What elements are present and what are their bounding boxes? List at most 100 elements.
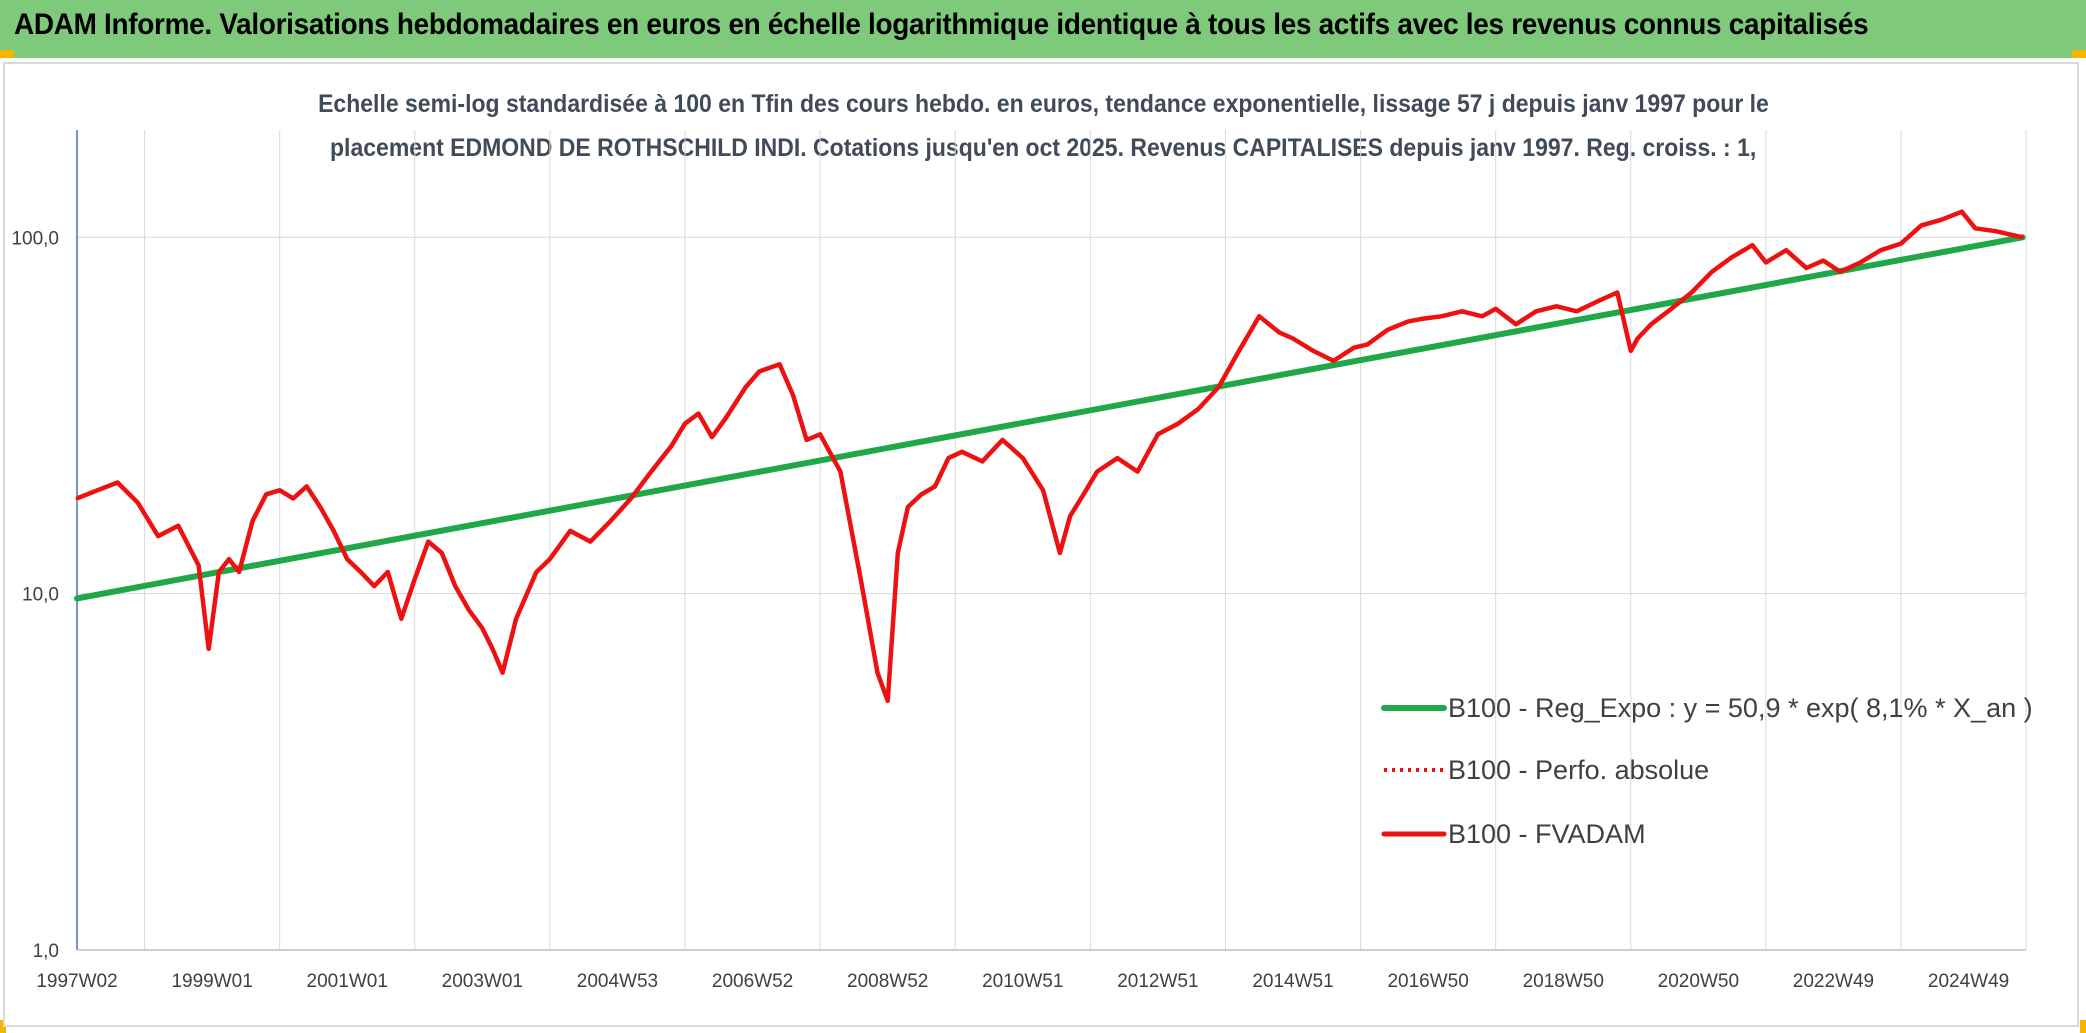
fvadam-point: [305, 484, 309, 488]
fvadam-point: [1669, 307, 1673, 311]
fvadam-point: [291, 496, 295, 500]
fvadam-point: [1750, 243, 1754, 247]
fvadam-point: [1196, 407, 1200, 411]
fvadam-point: [960, 450, 964, 454]
fvadam-point: [1257, 314, 1261, 318]
fvadam-point: [1784, 248, 1788, 252]
fvadam-point: [609, 519, 613, 523]
fvadam-point: [176, 524, 180, 528]
fvadam-point: [1804, 266, 1808, 270]
fvadam-point: [1021, 456, 1025, 460]
fvadam-point: [399, 617, 403, 621]
fvadam-point: [859, 577, 863, 581]
fvadam-point: [1879, 248, 1883, 252]
corner-mark-bottom-right: [2080, 1020, 2086, 1033]
fvadam-point: [920, 492, 923, 496]
fvadam-point: [1311, 349, 1315, 353]
fvadam-point: [359, 570, 363, 574]
fvadam-point: [757, 370, 761, 373]
fvadam-point: [778, 362, 782, 366]
x-tick-label: 2010W51: [982, 971, 1063, 992]
fvadam-point: [227, 557, 231, 561]
y-tick-label: 10,0: [22, 585, 59, 606]
fvadam-point: [467, 608, 471, 612]
fvadam-point: [1960, 210, 1964, 214]
title-banner: ADAM Informe. Valorisations hebdomadaire…: [0, 0, 2086, 58]
fvadam-point: [1136, 470, 1140, 474]
x-tick-label: 2020W50: [1658, 971, 1739, 992]
y-tick-label: 100,0: [11, 228, 59, 249]
fvadam-point: [1710, 270, 1714, 274]
fvadam-point: [1821, 259, 1825, 263]
fvadam-point: [1629, 349, 1633, 353]
fvadam-point: [1636, 337, 1640, 340]
fvadam-point: [426, 540, 430, 544]
x-tick-label: 2004W53: [577, 971, 658, 992]
fvadam-point: [1156, 432, 1160, 436]
fvadam-point: [724, 417, 727, 420]
fvadam-point: [1494, 307, 1498, 311]
fvadam-point: [1690, 291, 1694, 294]
fvadam-point: [332, 529, 336, 533]
fvadam-point: [453, 584, 457, 588]
fvadam-point: [534, 570, 538, 574]
fvadam-point: [818, 432, 822, 436]
fvadam-point: [629, 496, 633, 500]
fvadam-point: [1859, 260, 1862, 264]
chart-subtitle-line2: placement EDMOND DE ROTHSCHILD INDI. Cot…: [0, 134, 2086, 163]
fvadam-point: [1555, 304, 1558, 308]
fvadam-point: [1332, 359, 1335, 363]
x-tick-label: 2003W01: [442, 971, 523, 992]
series-layer: [74, 209, 2026, 704]
fvadam-point: [1278, 331, 1281, 335]
fvadam-point: [1994, 229, 1998, 233]
fvadam-point: [1899, 242, 1903, 246]
legend-item-trend-label: B100 - Reg_Expo : y = 50,9 * exp( 8,1% *…: [1448, 693, 2033, 723]
fvadam-point: [372, 584, 376, 588]
fvadam-point: [1058, 551, 1062, 555]
fvadam-point: [1764, 260, 1768, 264]
fvadam-point: [933, 484, 937, 488]
fvadam-point: [1575, 309, 1579, 313]
fvadam-point: [896, 551, 900, 555]
fvadam-point: [697, 412, 700, 416]
fvadam-point: [838, 470, 842, 474]
fvadam-point: [491, 647, 494, 651]
fvadam-point: [1419, 317, 1423, 321]
x-tick-label: 2018W50: [1523, 971, 1604, 992]
fvadam-point: [237, 570, 241, 574]
fvadam-point: [876, 671, 879, 675]
fvadam-point: [1365, 343, 1369, 347]
x-tick-label: 2024W49: [1928, 971, 2009, 992]
fvadam-point: [1480, 314, 1484, 318]
axis-layer: 1,0 10,0 100,0 1997W02 1999W01 2001W01 2003W01…: [11, 130, 2026, 992]
fvadam-point: [568, 529, 572, 533]
report-title: ADAM Informe. Valorisations hebdomadaire…: [14, 8, 1869, 41]
fvadam-point: [95, 488, 99, 492]
chart-frame: [3, 62, 2079, 1027]
fvadam-point: [1730, 255, 1734, 259]
fvadam-point: [318, 505, 322, 509]
fvadam-point: [207, 647, 211, 651]
fvadam-point: [1406, 320, 1410, 324]
fvadam-point: [683, 422, 687, 426]
fvadam-point: [1595, 300, 1599, 304]
fvadam-point: [1352, 346, 1356, 350]
chart-subtitle-line1-text: Echelle semi-log standardisée à 100 en T…: [317, 90, 1769, 118]
fvadam-point: [980, 459, 984, 463]
fvadam-point: [116, 481, 119, 484]
fvadam-point: [1534, 309, 1538, 313]
x-tick-label: 1999W01: [171, 971, 252, 992]
chart-subtitle-line2-text: placement EDMOND DE ROTHSCHILD INDI. Cot…: [329, 134, 1757, 162]
fvadam-point: [649, 470, 653, 474]
fvadam-point: [1237, 349, 1241, 353]
fvadam-point: [1615, 291, 1619, 294]
fvadam-point: [1217, 385, 1221, 389]
grid-layer: [77, 130, 2027, 951]
chart-subtitle-line1: Echelle semi-log standardisée à 100 en T…: [0, 90, 2086, 119]
fvadam-point: [264, 492, 268, 496]
trend-line: [74, 234, 2026, 602]
fvadam-point: [75, 496, 79, 500]
x-tick-label: 2008W52: [847, 971, 928, 992]
